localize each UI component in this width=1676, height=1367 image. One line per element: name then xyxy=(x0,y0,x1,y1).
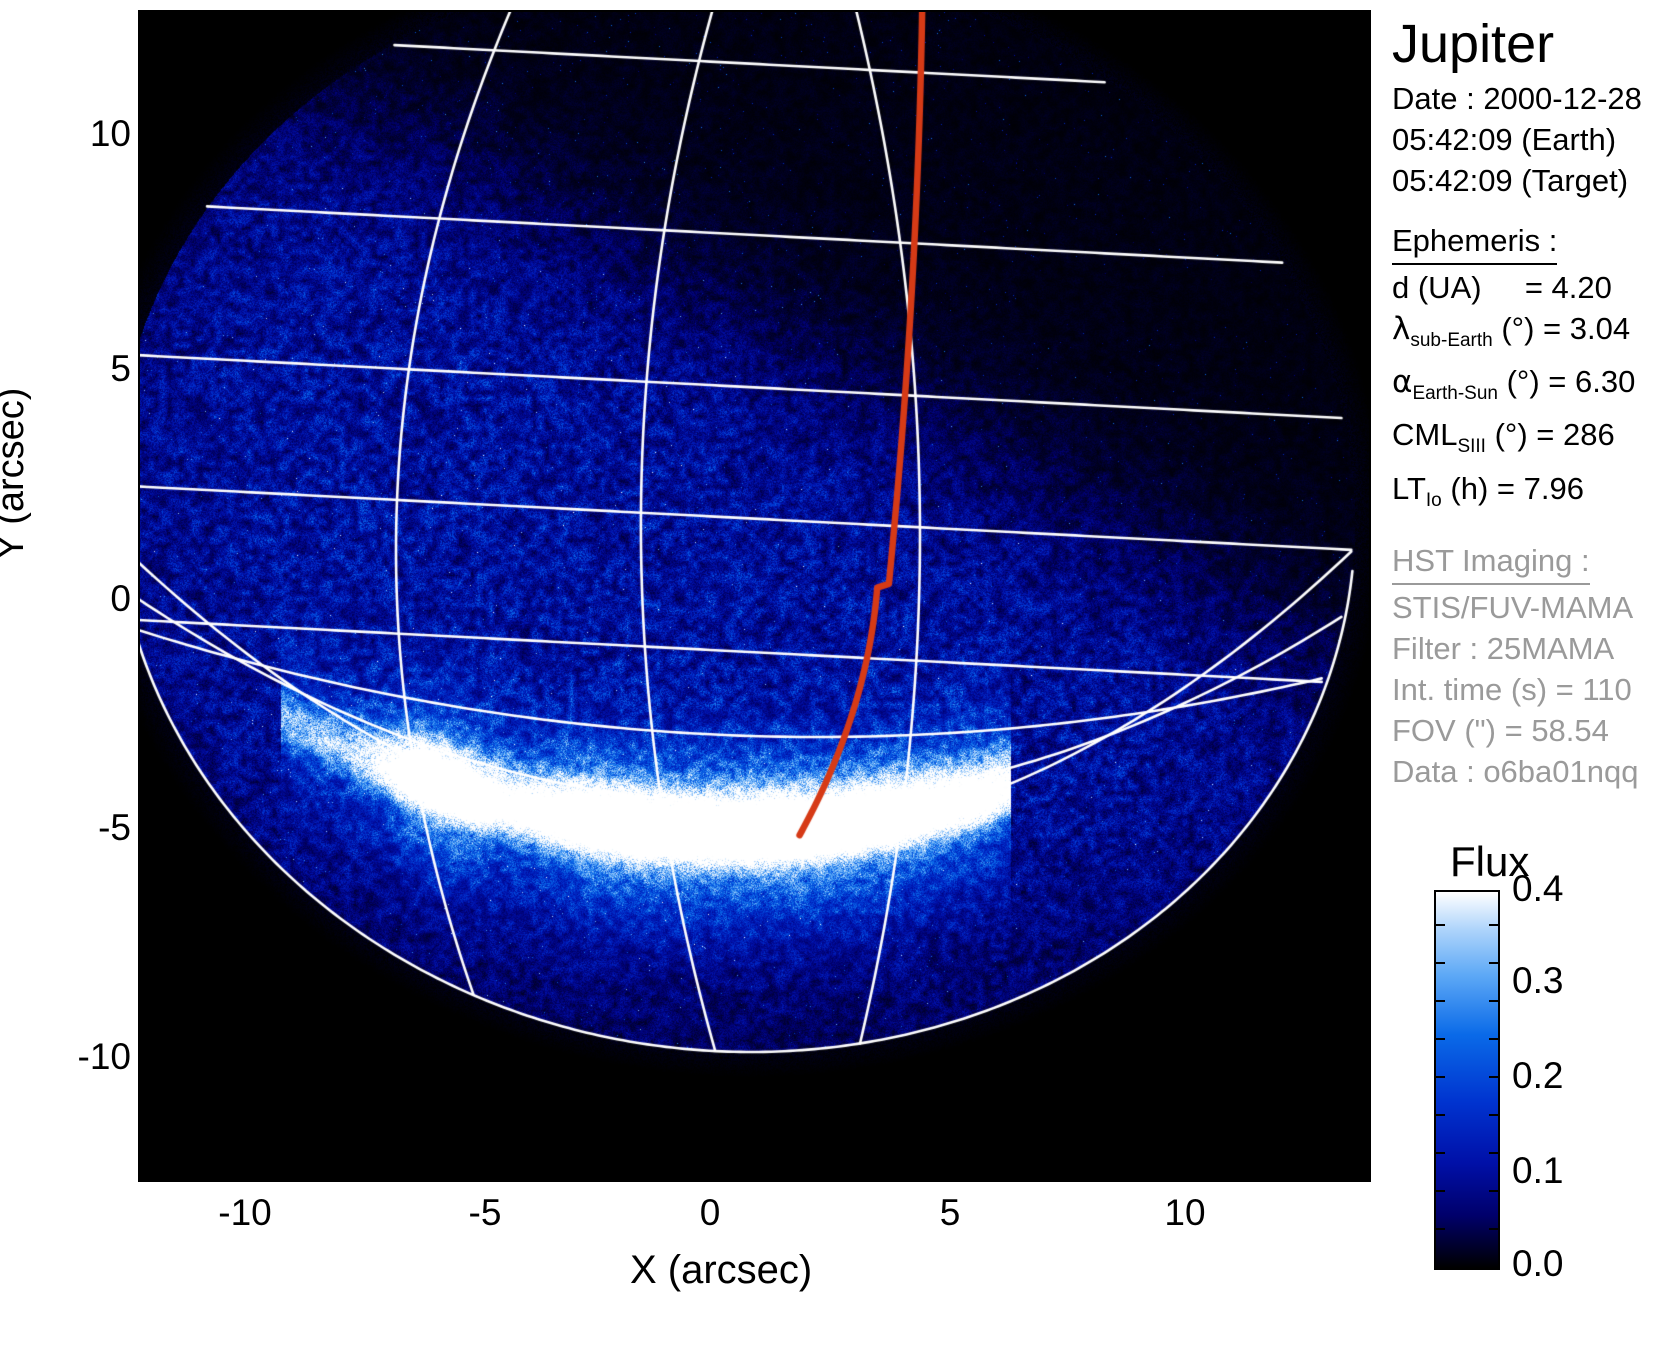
x-tick-5: 5 xyxy=(939,1192,961,1233)
ephemeris-heading: Ephemeris : xyxy=(1392,221,1558,265)
observation-time-earth: 05:42:09 (Earth) xyxy=(1392,122,1617,157)
y-tick--10: -10 xyxy=(77,1036,131,1077)
ephemeris-unit-lambda: (°) xyxy=(1501,311,1535,346)
ephemeris-value-d: = 4.20 xyxy=(1524,270,1612,305)
ephemeris-row-sub-earth-lat: λsub-Earth (°) = 3.04 xyxy=(1392,308,1676,361)
colorbar-units-label: (counts.s⁻¹) xyxy=(1335,909,1371,1078)
colorbar-tick-0.4: 0.4 xyxy=(1512,868,1564,909)
ephemeris-value-lt: = 7.96 xyxy=(1496,470,1584,506)
ephemeris-unit-cml: (°) xyxy=(1494,417,1528,453)
x-tick-0: 0 xyxy=(699,1192,721,1233)
y-tick--5: -5 xyxy=(98,807,131,848)
colorbar-tick-0.2: 0.2 xyxy=(1512,1055,1564,1096)
imaging-integration-time: Int. time (s) = 110 xyxy=(1392,671,1632,707)
ephemeris-sub-cml: SIII xyxy=(1457,436,1486,458)
colorbar-tick-0.0: 0.0 xyxy=(1512,1243,1564,1284)
ephemeris-sub-lambda: sub-Earth xyxy=(1410,330,1493,352)
flux-colorbar: Flux 0.4 0.3 0.2 0.1 0.0 (counts.s⁻¹) xyxy=(1335,838,1676,1284)
observation-time-target: 05:42:09 (Target) xyxy=(1392,163,1629,198)
colorbar-tick-0.1: 0.1 xyxy=(1512,1150,1564,1191)
imaging-filter: Filter : 25MAMA xyxy=(1392,630,1615,666)
observation-date: Date : 2000-12-28 xyxy=(1392,81,1642,116)
ephemeris-row-distance: d (UA) = 4.20 xyxy=(1392,267,1676,308)
ephemeris-value-lambda: = 3.04 xyxy=(1543,311,1631,346)
colorbar-gradient xyxy=(1434,890,1500,1270)
ephemeris-row-cml: CMLSIII (°) = 286 xyxy=(1392,414,1676,467)
ephemeris-unit-alpha: (°) xyxy=(1506,364,1540,400)
colorbar-title: Flux xyxy=(1450,838,1530,885)
imaging-dataset-id: Data : o6ba01nqq xyxy=(1392,753,1639,789)
colorbar-tick-0.3: 0.3 xyxy=(1512,960,1564,1001)
ephemeris-symbol-alpha: α xyxy=(1392,364,1413,401)
y-tick-0: 0 xyxy=(110,578,131,619)
x-tick--10: -10 xyxy=(218,1192,272,1233)
ephemeris-symbol-cml: CML xyxy=(1392,417,1458,453)
y-tick-10: 10 xyxy=(89,113,131,154)
target-title: Jupiter xyxy=(1392,14,1555,74)
ephemeris-symbol-d: d (UA) xyxy=(1392,270,1482,305)
y-axis-label: Y (arcsec) xyxy=(0,387,32,560)
y-tick-5: 5 xyxy=(110,348,131,389)
ephemeris-value-cml: = 286 xyxy=(1536,417,1615,453)
ephemeris-sub-alpha: Earth-Sun xyxy=(1412,383,1498,405)
spacer-1 xyxy=(1392,201,1676,221)
ephemeris-symbol-lambda: λ xyxy=(1392,311,1411,347)
x-tick--5: -5 xyxy=(468,1192,502,1233)
x-tick-10: 10 xyxy=(1164,1192,1206,1233)
imaging-heading: HST Imaging : xyxy=(1392,541,1590,585)
jupiter-aurora-image[interactable] xyxy=(138,10,1371,1182)
ephemeris-row-io-local-time: LTIo (h) = 7.96 xyxy=(1392,468,1676,521)
ephemeris-row-phase-angle: αEarth-Sun (°) = 6.30 xyxy=(1392,361,1676,414)
x-axis-label: X (arcsec) xyxy=(630,1248,813,1292)
ephemeris-heading-wrap: Ephemeris : xyxy=(1392,221,1676,267)
ephemeris-unit-lt: (h) xyxy=(1450,470,1489,506)
metadata-panel: Jupiter Date : 2000-12-28 05:42:09 (Eart… xyxy=(1392,0,1676,800)
ephemeris-symbol-lt: LT xyxy=(1392,470,1426,506)
spacer-2 xyxy=(1392,521,1676,541)
imaging-fov: FOV (") = 58.54 xyxy=(1392,712,1609,748)
imaging-instrument: STIS/FUV-MAMA xyxy=(1392,589,1634,625)
imaging-heading-wrap: HST Imaging : xyxy=(1392,541,1676,587)
ephemeris-sub-lt: Io xyxy=(1425,489,1442,511)
ephemeris-value-alpha: = 6.30 xyxy=(1548,364,1636,400)
fuv-image-canvas xyxy=(138,10,1371,1182)
